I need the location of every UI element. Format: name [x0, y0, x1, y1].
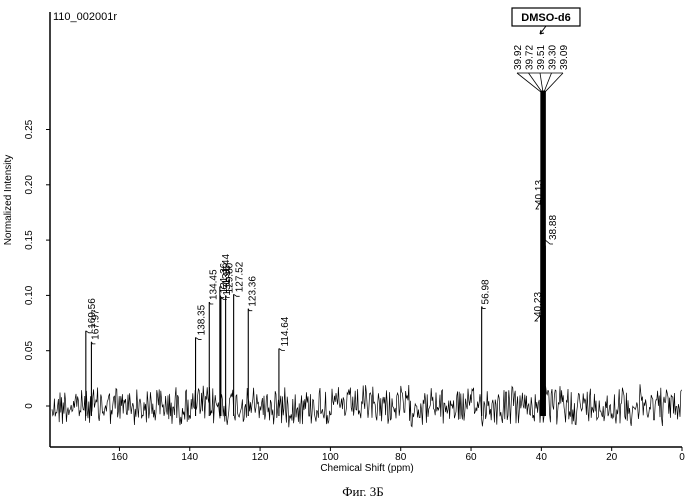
peak-leader	[91, 342, 95, 344]
peak-label: 39.09	[559, 45, 570, 70]
x-tick-label: 40	[536, 452, 548, 463]
x-tick-label: 0	[679, 452, 685, 463]
y-tick-label: 0.05	[24, 341, 35, 361]
peak-leader	[517, 73, 542, 93]
chart-title: 110_002001r	[53, 11, 117, 23]
peak-leader	[279, 348, 285, 350]
y-tick-label: 0.15	[24, 230, 35, 250]
peak-label: 40.23	[533, 292, 544, 317]
peak-label: 39.92	[513, 45, 524, 70]
y-tick-label: 0.25	[24, 119, 35, 139]
peak-label: 56.98	[481, 279, 492, 304]
x-tick-label: 160	[111, 452, 128, 463]
peak-label: 167.97	[90, 309, 101, 340]
y-tick-label: 0.10	[24, 285, 35, 305]
peak-label: 39.51	[536, 45, 547, 70]
x-tick-label: 120	[252, 452, 269, 463]
solvent-annotation: DMSO-d6	[512, 8, 580, 34]
peak-label: 39.72	[525, 45, 536, 70]
peak-label: 127.52	[235, 261, 246, 292]
x-tick-label: 20	[606, 452, 618, 463]
x-tick-label: 60	[465, 452, 477, 463]
y-axis-label: Normalized Intensity	[3, 155, 14, 246]
solvent-pointer-arrow	[540, 26, 546, 34]
y-tick-label: 0.20	[24, 175, 35, 195]
x-tick-label: 100	[322, 452, 339, 463]
y-tick-label: 0	[24, 403, 35, 409]
peak-leader	[196, 337, 202, 339]
peaks	[86, 91, 545, 416]
peak-label: 39.30	[548, 45, 559, 70]
peak-leader	[234, 294, 240, 296]
noise-trace	[52, 384, 682, 427]
peak-label: 114.64	[280, 316, 291, 346]
peak-leader	[209, 302, 213, 304]
solvent-label: DMSO-d6	[521, 12, 571, 24]
peak-leader	[248, 309, 252, 311]
x-axis-label: Chemical Shift (ppm)	[320, 463, 413, 474]
peak-leader	[544, 73, 563, 93]
peak-label: 123.36	[247, 276, 258, 307]
peak-leader	[482, 306, 486, 308]
peak-label: 38.88	[548, 215, 559, 240]
peak-label: 40.13	[534, 180, 545, 205]
baseline-noise	[52, 384, 682, 427]
peak-labels: 169.56167.97138.35134.45131.44131.36131.…	[86, 45, 570, 351]
axes	[50, 12, 682, 447]
peak-label: 138.35	[197, 304, 208, 335]
peak-label: 134.45	[208, 269, 219, 300]
x-tick-label: 140	[181, 452, 198, 463]
x-tick-label: 80	[395, 452, 407, 463]
figure-caption: Фиг. 3Б	[342, 484, 384, 499]
